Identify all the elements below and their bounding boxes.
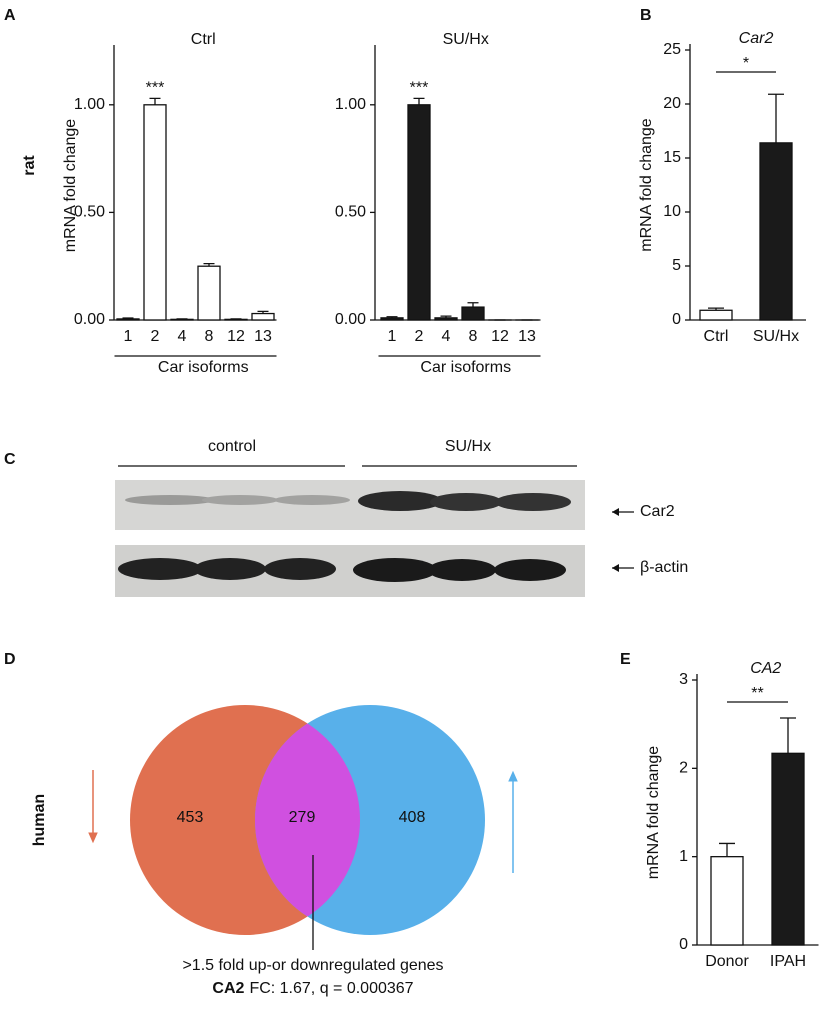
bar xyxy=(461,306,485,321)
group-label: control xyxy=(208,438,256,455)
arrow-head xyxy=(612,564,619,572)
error-bar xyxy=(719,842,735,857)
bar xyxy=(699,309,733,321)
y-tick-label: 1.00 xyxy=(74,96,105,113)
x-tick-label: 2 xyxy=(415,328,424,345)
panel-label: D xyxy=(4,651,16,668)
chart-title: CA2 xyxy=(750,660,781,677)
panel-label: B xyxy=(640,7,652,24)
x-tick-label: 13 xyxy=(518,328,536,345)
panel-label: C xyxy=(4,451,16,468)
y-tick-label: 3 xyxy=(679,671,688,688)
band-label: β-actin xyxy=(640,559,688,576)
y-tick-label: 1 xyxy=(679,848,688,865)
chart-title: SU/Hx xyxy=(443,31,489,48)
x-tick-label: 2 xyxy=(151,328,160,345)
x-tick-label: 8 xyxy=(469,328,478,345)
significance: *** xyxy=(410,80,429,97)
y-axis-label: mRNA fold change xyxy=(62,119,79,253)
bar xyxy=(143,104,167,321)
x-tick-label: Donor xyxy=(705,953,749,970)
error-bar xyxy=(780,717,796,754)
bar xyxy=(771,752,805,946)
band-label: Car2 xyxy=(640,503,675,520)
y-tick-label: 15 xyxy=(663,149,681,166)
y-tick-label: 0 xyxy=(679,936,688,953)
y-axis-label: mRNA fold change xyxy=(645,746,662,880)
side-label: rat xyxy=(21,155,38,176)
error-bar xyxy=(467,302,479,308)
bar xyxy=(710,856,744,946)
error-bar xyxy=(413,97,425,105)
y-tick-label: 25 xyxy=(663,41,681,58)
panel-label: E xyxy=(620,651,631,668)
error-bar xyxy=(440,315,452,318)
x-axis-label: Car isoforms xyxy=(158,359,249,376)
y-tick-label: 0 xyxy=(672,311,681,328)
error-bar xyxy=(708,307,724,311)
y-tick-label: 2 xyxy=(679,760,688,777)
caption: >1.5 fold up-or downregulated genes xyxy=(182,957,443,974)
bar xyxy=(380,317,404,321)
error-bar xyxy=(386,316,398,318)
x-tick-label: 13 xyxy=(254,328,272,345)
group-label: SU/Hx xyxy=(445,438,491,455)
gene: CA2 xyxy=(212,980,244,997)
y-axis-label: mRNA fold change xyxy=(638,118,655,252)
arrow-head xyxy=(612,508,619,516)
y-tick-label: 0.50 xyxy=(74,204,105,221)
error-bar xyxy=(203,262,215,267)
x-tick-label: SU/Hx xyxy=(753,328,799,345)
error-bar xyxy=(122,317,134,319)
x-tick-label: 1 xyxy=(388,328,397,345)
venn-count: 453 xyxy=(177,809,204,826)
arrow-head xyxy=(508,770,518,782)
x-tick-label: IPAH xyxy=(770,953,806,970)
bar xyxy=(116,318,140,321)
x-tick-label: 4 xyxy=(178,328,187,345)
venn-count: 279 xyxy=(289,809,316,826)
bar xyxy=(251,312,275,321)
y-tick-label: 20 xyxy=(663,95,681,112)
x-tick-label: 4 xyxy=(442,328,451,345)
bar xyxy=(759,142,793,321)
y-tick-label: 0.50 xyxy=(335,204,366,221)
y-tick-label: 1.00 xyxy=(335,96,366,113)
x-tick-label: 8 xyxy=(205,328,214,345)
venn-count: 408 xyxy=(399,809,426,826)
bar xyxy=(434,317,458,321)
side-label: human xyxy=(31,794,48,846)
y-tick-label: 0.00 xyxy=(74,311,105,328)
bar xyxy=(197,265,221,321)
significance: ** xyxy=(751,685,763,702)
significance: * xyxy=(743,55,749,72)
chart-title: Car2 xyxy=(739,30,774,47)
arrow-head xyxy=(88,832,98,844)
x-axis-label: Car isoforms xyxy=(420,359,511,376)
x-tick-label: 12 xyxy=(227,328,245,345)
y-tick-label: 0.00 xyxy=(335,311,366,328)
y-tick-label: 5 xyxy=(672,257,681,274)
caption: CA2 FC: 1.67, q = 0.000367 xyxy=(212,980,413,997)
chart-title: Ctrl xyxy=(191,31,216,48)
stats: FC: 1.67, q = 0.000367 xyxy=(249,980,413,997)
error-bar xyxy=(257,310,269,314)
blot-image xyxy=(115,480,585,597)
bar xyxy=(407,104,431,321)
x-tick-label: 1 xyxy=(124,328,133,345)
y-tick-label: 10 xyxy=(663,203,681,220)
error-bar xyxy=(768,93,784,143)
error-bar xyxy=(149,97,161,105)
panel-label: A xyxy=(4,7,16,24)
x-tick-label: 12 xyxy=(491,328,509,345)
x-tick-label: Ctrl xyxy=(704,328,729,345)
significance: *** xyxy=(146,80,165,97)
